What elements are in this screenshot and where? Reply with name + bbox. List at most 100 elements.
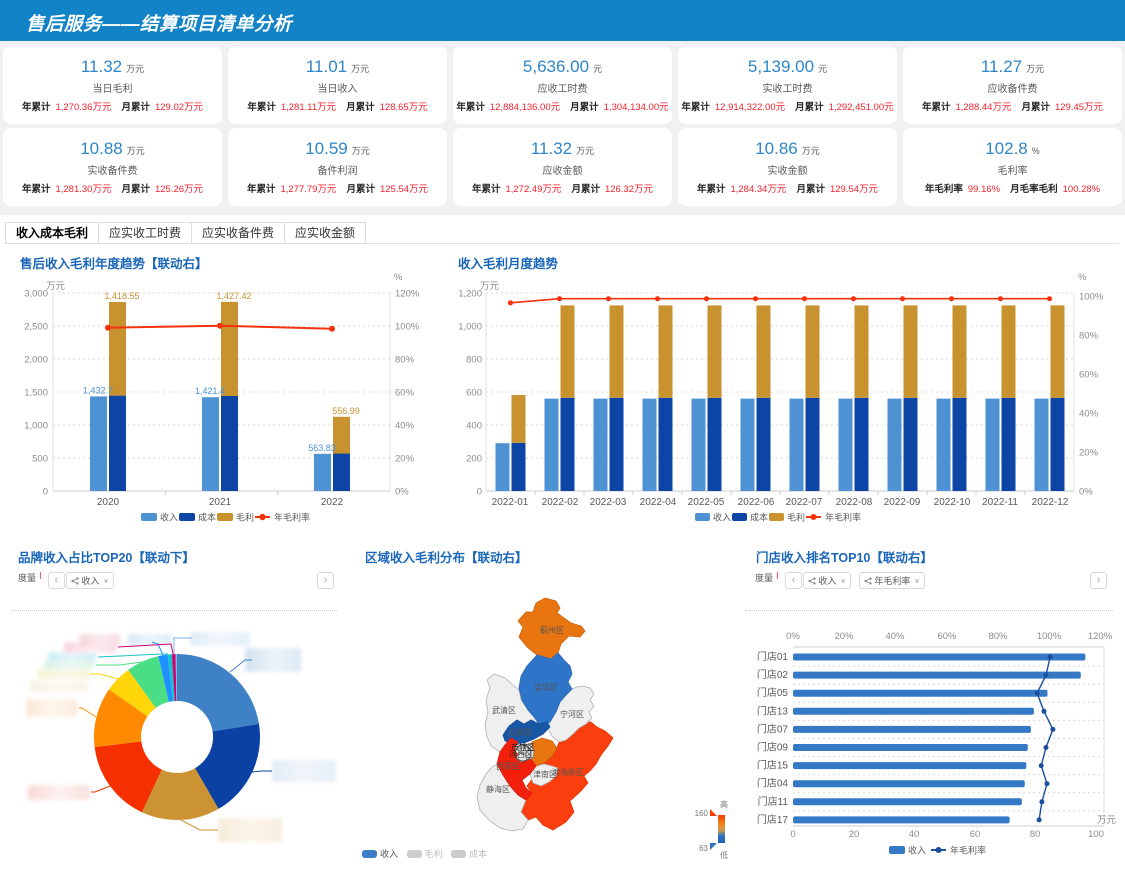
svg-text:556.99: 556.99	[332, 406, 360, 416]
svg-text:100: 100	[1088, 829, 1104, 840]
svg-text:门店05: 门店05	[757, 686, 789, 699]
svg-text:蓟州区: 蓟州区	[540, 625, 564, 635]
svg-text:20%: 20%	[1079, 448, 1099, 459]
svg-text:年毛利率: 年毛利率	[274, 512, 310, 523]
svg-text:成本: 成本	[750, 512, 768, 523]
svg-text:门店07: 门店07	[757, 722, 789, 735]
svg-text:60%: 60%	[1079, 370, 1099, 381]
svg-text:0%: 0%	[395, 487, 409, 498]
svg-text:80%: 80%	[988, 631, 1008, 642]
svg-text:2022: 2022	[321, 497, 344, 508]
svg-text:滨海新区: 滨海新区	[552, 767, 584, 777]
svg-text:毛利: 毛利	[787, 512, 805, 523]
svg-text:门店11: 门店11	[758, 795, 789, 808]
svg-text:宁河区: 宁河区	[560, 709, 584, 719]
svg-text:120%: 120%	[395, 289, 420, 300]
svg-text:1,418.55: 1,418.55	[104, 291, 139, 301]
svg-text:0: 0	[477, 487, 482, 498]
svg-text:2022-03: 2022-03	[590, 497, 627, 508]
svg-text:2022-10: 2022-10	[934, 497, 971, 508]
svg-text:1,421.4: 1,421.4	[195, 386, 225, 396]
svg-text:市辖区: 市辖区	[511, 742, 535, 752]
svg-text:武清区: 武清区	[492, 705, 516, 715]
svg-text:门店09: 门店09	[757, 741, 789, 754]
svg-text:1,432.7: 1,432.7	[83, 385, 113, 395]
svg-text:收入: 收入	[713, 512, 731, 523]
svg-text:成本: 成本	[198, 512, 216, 523]
svg-text:收入: 收入	[908, 845, 926, 856]
svg-text:3,000: 3,000	[24, 289, 48, 300]
svg-text:万元: 万元	[480, 281, 500, 292]
svg-text:门店17: 门店17	[757, 813, 789, 826]
svg-text:120%: 120%	[1088, 631, 1113, 642]
svg-text:2022-05: 2022-05	[688, 497, 725, 508]
svg-text:高: 高	[720, 799, 728, 809]
svg-text:80: 80	[1030, 829, 1041, 840]
svg-text:门店02: 门店02	[757, 668, 789, 681]
svg-text:毛利: 毛利	[236, 512, 254, 523]
svg-text:0%: 0%	[1079, 487, 1093, 498]
svg-text:60: 60	[970, 829, 981, 840]
svg-text:2020: 2020	[97, 497, 120, 508]
svg-text:2022-07: 2022-07	[786, 497, 823, 508]
svg-text:年毛利率: 年毛利率	[825, 512, 861, 523]
svg-text:河西区: 河西区	[509, 749, 533, 759]
svg-text:1,200: 1,200	[458, 289, 482, 300]
svg-text:门店01: 门店01	[757, 650, 789, 663]
svg-text:门店15: 门店15	[757, 759, 789, 772]
svg-text:40%: 40%	[1079, 409, 1099, 420]
svg-text:2022-04: 2022-04	[640, 497, 677, 508]
svg-text:北辰区: 北辰区	[508, 728, 532, 737]
svg-text:门店04: 门店04	[757, 777, 789, 790]
svg-text:80%: 80%	[395, 355, 415, 366]
svg-text:40%: 40%	[885, 631, 905, 642]
svg-text:100%: 100%	[1037, 631, 1062, 642]
svg-text:年毛利率: 年毛利率	[950, 845, 986, 856]
svg-text:20%: 20%	[834, 631, 854, 642]
svg-text:1,000: 1,000	[24, 421, 48, 432]
svg-text:400: 400	[466, 421, 482, 432]
svg-text:800: 800	[466, 355, 482, 366]
svg-text:%: %	[394, 272, 403, 283]
svg-text:0: 0	[790, 829, 795, 840]
svg-text:门店13: 门店13	[757, 704, 789, 717]
svg-text:63: 63	[699, 844, 708, 853]
svg-text:500: 500	[32, 454, 48, 465]
svg-text:收入: 收入	[160, 512, 178, 523]
svg-text:万元: 万元	[46, 281, 66, 292]
svg-text:2022-11: 2022-11	[982, 497, 1018, 508]
svg-text:20%: 20%	[395, 454, 415, 465]
svg-text:40%: 40%	[395, 421, 415, 432]
svg-text:静海区: 静海区	[486, 784, 510, 794]
svg-text:2,000: 2,000	[24, 355, 48, 366]
svg-text:2021: 2021	[209, 497, 232, 508]
svg-text:0: 0	[43, 487, 48, 498]
svg-text:20: 20	[849, 829, 860, 840]
svg-text:低: 低	[720, 850, 728, 860]
svg-text:2022-01: 2022-01	[492, 497, 529, 508]
svg-text:40: 40	[909, 829, 920, 840]
svg-text:0%: 0%	[786, 631, 800, 642]
svg-text:2022-06: 2022-06	[738, 497, 775, 508]
svg-text:西青区: 西青区	[496, 761, 520, 771]
svg-text:80%: 80%	[1079, 331, 1099, 342]
svg-text:200: 200	[466, 454, 482, 465]
svg-text:%: %	[1078, 272, 1087, 283]
svg-text:100%: 100%	[1079, 292, 1104, 303]
svg-text:2,500: 2,500	[24, 322, 48, 333]
svg-text:1,427.42: 1,427.42	[216, 291, 251, 301]
svg-text:2022-08: 2022-08	[836, 497, 873, 508]
svg-text:563.83: 563.83	[308, 443, 336, 453]
svg-text:1,500: 1,500	[24, 388, 48, 399]
svg-text:1,000: 1,000	[458, 322, 482, 333]
svg-text:160: 160	[695, 809, 709, 818]
svg-text:60%: 60%	[395, 388, 415, 399]
svg-text:2022-12: 2022-12	[1032, 497, 1069, 508]
svg-text:津南区: 津南区	[533, 769, 557, 779]
svg-text:2022-02: 2022-02	[542, 497, 579, 508]
svg-text:2022-09: 2022-09	[884, 497, 921, 508]
svg-text:100%: 100%	[395, 322, 420, 333]
svg-text:万元: 万元	[1097, 815, 1117, 826]
svg-text:600: 600	[466, 388, 482, 399]
svg-text:60%: 60%	[937, 631, 957, 642]
